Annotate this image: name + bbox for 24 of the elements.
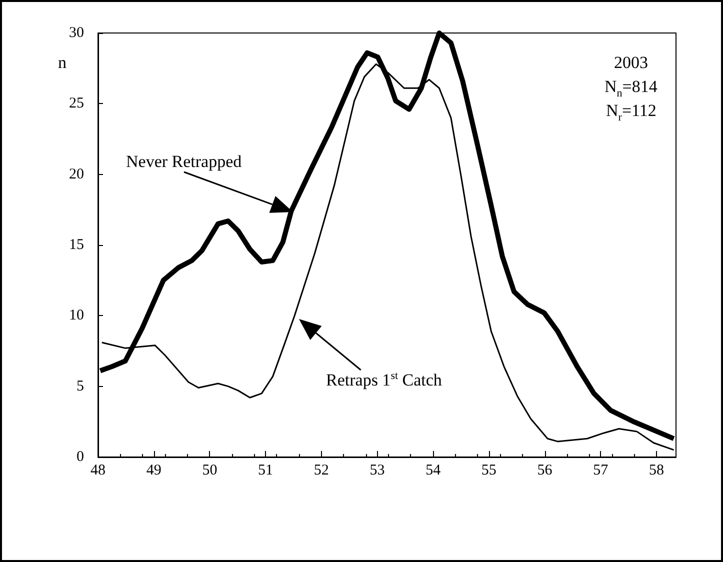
y-tick-label: 20 <box>69 166 84 182</box>
y-tick-label: 10 <box>69 308 84 324</box>
annotation: 2003 <box>614 53 648 73</box>
x-tick-label: 56 <box>537 462 553 478</box>
y-tick-label: 5 <box>76 378 84 394</box>
y-axis-title: n <box>58 53 66 73</box>
x-tick-label: 48 <box>90 462 106 478</box>
x-tick-label: 49 <box>146 462 162 478</box>
x-tick-label: 57 <box>593 462 609 478</box>
x-tick-label: 51 <box>258 462 274 478</box>
y-tick-label: 0 <box>76 449 84 465</box>
annotation: Never Retrapped <box>126 152 242 172</box>
y-tick-label: 15 <box>69 237 84 253</box>
x-tick-label: 55 <box>481 462 496 478</box>
annotation: N$_{n}$=814 <box>604 77 658 100</box>
annotation: N$_{r}$=112 <box>606 101 656 124</box>
x-tick-label: 50 <box>202 462 218 478</box>
x-tick-label: 54 <box>426 462 442 478</box>
y-tick-label: 25 <box>69 96 84 112</box>
x-tick-label: 52 <box>314 462 329 478</box>
x-tick-label: 58 <box>648 462 664 478</box>
x-tick-label: 53 <box>370 462 385 478</box>
annotation: Retraps 1$^{st}$ Catch <box>326 370 442 391</box>
y-tick-label: 30 <box>69 25 84 41</box>
